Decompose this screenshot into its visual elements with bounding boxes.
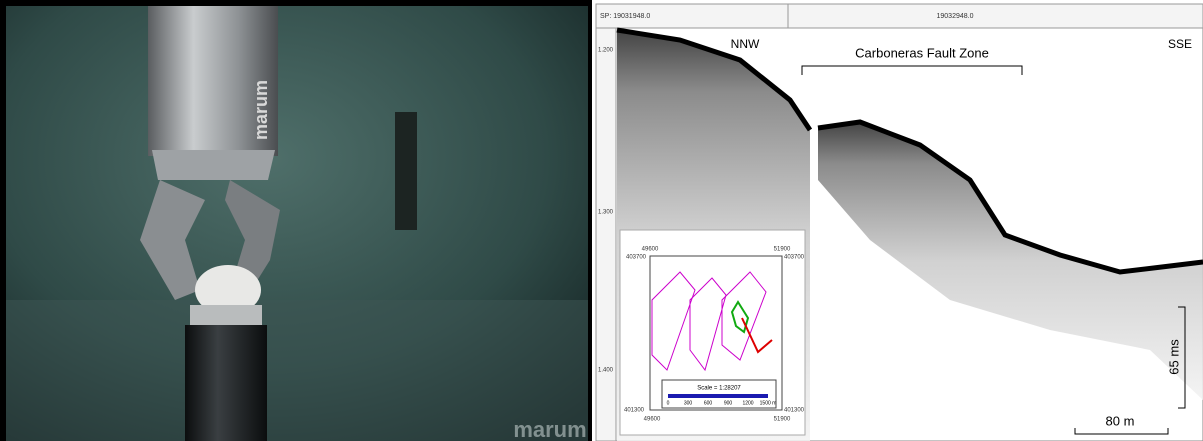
scale-tick-label: 1200 (742, 400, 753, 406)
map-coord: 403700 (784, 255, 805, 261)
map-coord: 403700 (626, 255, 647, 261)
logo: marum (251, 80, 271, 140)
core-tube (185, 325, 267, 441)
shotpoint-label: SP: 19031948.0 (600, 13, 650, 20)
direction-label: NNW (731, 37, 760, 51)
marker-pole (395, 112, 417, 230)
zone-label: Carboneras Fault Zone (855, 45, 989, 60)
logo: marum (513, 417, 586, 441)
scale-tick-label: 900 (724, 400, 733, 406)
composite-figure: marum marum SP: 19031948.0 19032948.0 1.… (0, 0, 1203, 441)
shotpoint-ruler (596, 4, 1203, 28)
map-coord: 51900 (774, 247, 791, 253)
cylinder-collar (152, 150, 275, 180)
map-coord: 51900 (774, 417, 791, 423)
map-coord: 401300 (624, 408, 645, 414)
seafloor-photo: marum marum (0, 0, 592, 441)
map-coord: 49600 (642, 247, 659, 253)
direction-label: SSE (1168, 37, 1192, 51)
depth-label: 1.400 (598, 368, 614, 374)
map-coord: 401300 (784, 408, 805, 414)
inset-map: 49600 51900 403700 403700 401300 401300 … (620, 230, 805, 435)
shotpoint-label: 19032948.0 (937, 13, 974, 20)
depth-ruler (596, 28, 616, 441)
depth-label: 1.200 (598, 48, 614, 54)
seabed (6, 300, 588, 441)
scale-bar (668, 394, 768, 398)
scale-tick-label: 0 (667, 400, 670, 406)
horizontal-scale-label: 80 m (1106, 413, 1135, 428)
core-ring (190, 305, 262, 325)
seismic-profile: SP: 19031948.0 19032948.0 1.200 1.300 1.… (596, 4, 1203, 441)
scale-tick-label: 600 (704, 400, 713, 406)
scale-tick-label: 300 (684, 400, 693, 406)
scale-tick-label: 1500 m (760, 400, 777, 406)
map-coord: 49600 (644, 417, 661, 423)
vertical-scale-label: 65 ms (1166, 339, 1181, 375)
depth-label: 1.300 (598, 210, 614, 216)
scale-title: Scale = 1:28207 (697, 386, 741, 392)
